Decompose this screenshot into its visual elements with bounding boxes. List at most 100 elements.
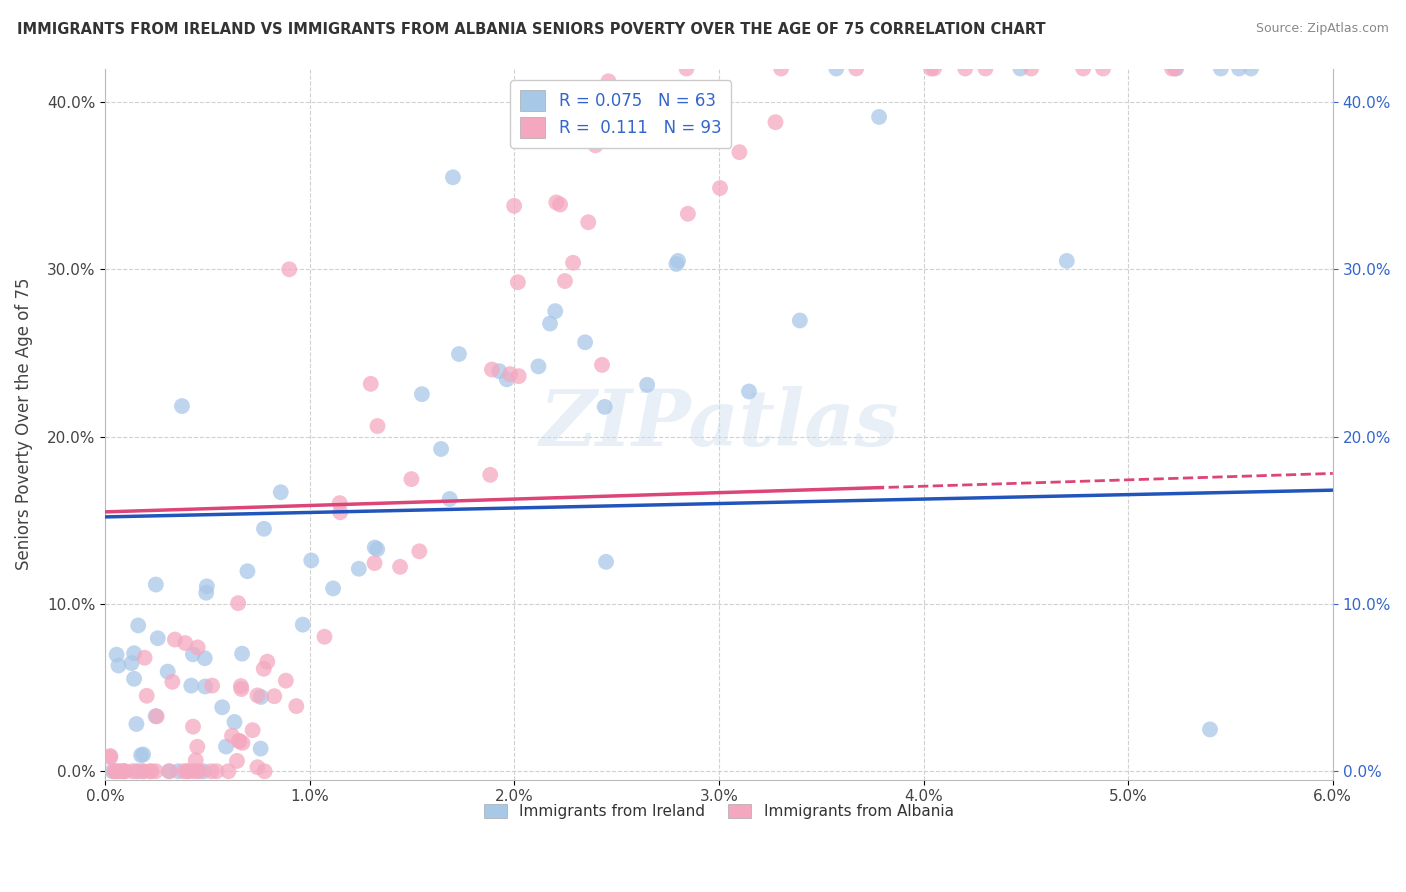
Point bbox=[503, 199, 526, 213]
Point bbox=[201, 679, 224, 693]
Point bbox=[499, 367, 522, 381]
Point bbox=[291, 617, 314, 632]
Point bbox=[329, 496, 352, 510]
Point bbox=[186, 764, 208, 779]
Point bbox=[347, 562, 370, 576]
Point bbox=[495, 372, 517, 386]
Point bbox=[101, 764, 124, 779]
Text: Source: ZipAtlas.com: Source: ZipAtlas.com bbox=[1256, 22, 1389, 36]
Point bbox=[226, 754, 249, 768]
Point bbox=[1019, 62, 1042, 76]
Point bbox=[205, 764, 228, 779]
Point bbox=[389, 559, 412, 574]
Point bbox=[246, 689, 269, 703]
Point bbox=[506, 275, 529, 289]
Point bbox=[675, 62, 697, 76]
Point bbox=[181, 764, 204, 779]
Point bbox=[299, 553, 322, 567]
Point bbox=[1166, 62, 1188, 76]
Point bbox=[364, 541, 387, 555]
Point bbox=[253, 764, 276, 779]
Point bbox=[765, 115, 787, 129]
Point bbox=[145, 764, 167, 779]
Text: ZIPatlas: ZIPatlas bbox=[540, 386, 898, 462]
Point bbox=[1161, 62, 1184, 76]
Point bbox=[554, 274, 576, 288]
Point bbox=[922, 62, 945, 76]
Y-axis label: Seniors Poverty Over the Age of 75: Seniors Poverty Over the Age of 75 bbox=[15, 277, 32, 570]
Point bbox=[177, 764, 200, 779]
Point bbox=[145, 709, 167, 723]
Point bbox=[770, 62, 793, 76]
Point bbox=[112, 764, 135, 779]
Point bbox=[246, 760, 269, 774]
Legend: Immigrants from Ireland, Immigrants from Albania: Immigrants from Ireland, Immigrants from… bbox=[478, 798, 960, 825]
Point bbox=[194, 651, 217, 665]
Point bbox=[955, 62, 977, 76]
Point bbox=[1240, 62, 1263, 76]
Point bbox=[141, 764, 163, 779]
Point bbox=[665, 257, 688, 271]
Point bbox=[121, 764, 143, 779]
Point bbox=[231, 736, 253, 750]
Point bbox=[439, 491, 461, 506]
Point bbox=[363, 556, 385, 570]
Point bbox=[104, 764, 127, 779]
Point bbox=[173, 764, 195, 779]
Point bbox=[598, 74, 620, 88]
Point bbox=[105, 648, 128, 662]
Point bbox=[974, 62, 997, 76]
Point bbox=[195, 579, 218, 593]
Point bbox=[105, 764, 128, 779]
Point bbox=[108, 764, 131, 779]
Point bbox=[825, 62, 848, 76]
Point bbox=[132, 764, 155, 779]
Point bbox=[738, 384, 761, 399]
Point bbox=[447, 347, 470, 361]
Point bbox=[215, 739, 238, 754]
Point bbox=[107, 658, 129, 673]
Point bbox=[193, 764, 215, 779]
Point bbox=[217, 764, 239, 779]
Point bbox=[195, 585, 218, 599]
Point bbox=[112, 764, 135, 779]
Point bbox=[174, 636, 197, 650]
Point bbox=[270, 485, 292, 500]
Point bbox=[430, 442, 453, 456]
Point bbox=[591, 358, 613, 372]
Point bbox=[200, 764, 222, 779]
Point bbox=[1209, 62, 1232, 76]
Point bbox=[176, 764, 198, 779]
Point bbox=[408, 544, 430, 558]
Point bbox=[134, 650, 156, 665]
Point bbox=[274, 673, 297, 688]
Point bbox=[1227, 62, 1250, 76]
Point bbox=[329, 505, 352, 519]
Point bbox=[228, 733, 250, 747]
Point bbox=[180, 679, 202, 693]
Point bbox=[231, 681, 253, 696]
Point bbox=[576, 124, 599, 138]
Point bbox=[1010, 62, 1032, 76]
Point bbox=[441, 170, 464, 185]
Point bbox=[1056, 254, 1078, 268]
Point bbox=[121, 656, 143, 670]
Point bbox=[98, 749, 121, 764]
Point bbox=[360, 376, 382, 391]
Point bbox=[110, 764, 132, 779]
Point bbox=[278, 262, 301, 277]
Point bbox=[250, 690, 273, 704]
Point bbox=[186, 739, 208, 754]
Point bbox=[159, 764, 181, 779]
Point bbox=[538, 317, 561, 331]
Point bbox=[211, 700, 233, 714]
Point bbox=[548, 197, 571, 211]
Point bbox=[595, 555, 617, 569]
Point bbox=[122, 646, 145, 660]
Point bbox=[181, 720, 204, 734]
Point bbox=[314, 630, 336, 644]
Point bbox=[728, 145, 751, 160]
Point bbox=[868, 110, 890, 124]
Point bbox=[127, 764, 149, 779]
Point bbox=[122, 672, 145, 686]
